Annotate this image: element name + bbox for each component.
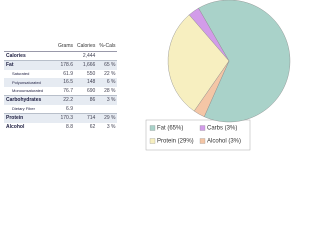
table-cell: 6.9 (66, 105, 73, 112)
table-cell: 29 % (97, 113, 118, 123)
legend-label: Alcohol (3%) (207, 139, 241, 145)
table-cell (97, 50, 118, 61)
table-cell: 22.2 (56, 95, 75, 105)
table-cell: 550 (87, 70, 96, 77)
table-row: Monounsaturated 76.7 690 28 % (4, 87, 117, 96)
table-cell: 2,444 (75, 50, 98, 61)
table-cell: 62 (89, 123, 96, 130)
pie-slice (193, 60, 230, 117)
table-cell: Fat (4, 60, 56, 70)
column-header: Calories (75, 42, 98, 52)
table-row: Saturated 61.9 550 22 % (4, 70, 117, 79)
table-cell: Carbohydrates (4, 95, 56, 105)
table-row: Carbohydrates 22.2 86 3 % (4, 95, 118, 105)
table-cell: 3 % (97, 95, 118, 105)
legend-swatch (199, 138, 206, 144)
table-row: Alcohol 8.8 62 3 % (4, 123, 117, 132)
table-cell: Dietary Fiber (12, 106, 35, 112)
table-cell: 28 % (104, 87, 116, 94)
legend-label: Fat (65%) (157, 126, 183, 132)
table-header: Grams Calories %-Cals (4, 42, 118, 52)
table-row: Protein 170.3 714 29 % (4, 113, 118, 123)
column-header: %-Cals (97, 42, 118, 52)
table-cell: 61.9 (63, 70, 73, 77)
legend-swatch (149, 138, 156, 144)
table-row: Polyunsaturated 16.5 148 6 % (4, 78, 118, 87)
table-row: Calories 2,444 (4, 50, 118, 61)
table-cell: 178.6 (56, 60, 75, 70)
nutrition-table: Grams Calories %-Cals Calories 2,444 Fat 178.… (4, 42, 118, 132)
chart: Fat (65%) Carbs (3%) Protein (29%) Alcohol … (145, 0, 291, 151)
pie-slice (167, 14, 230, 112)
table-cell: 16.5 (56, 78, 75, 87)
page: Grams Calories %-Cals Calories 2,444 Fat 178.… (4, 0, 291, 151)
table-cell: Calories (4, 50, 56, 61)
table-cell: 1,666 (75, 60, 98, 70)
table-cell: 8.8 (66, 123, 73, 130)
table-cell: 690 (87, 87, 96, 94)
table-cell: 714 (75, 113, 98, 123)
legend-label: Protein (29%) (157, 139, 194, 145)
table-row: Fat 178.6 1,666 65 % (4, 60, 118, 70)
legend-box (145, 119, 251, 151)
table-cell (56, 50, 75, 61)
table-cell: Monounsaturated (12, 88, 44, 94)
legend-label: Carbs (3%) (207, 126, 237, 132)
legend-swatch (149, 125, 156, 131)
column-header (4, 42, 56, 52)
table-cell: Polyunsaturated (4, 78, 56, 87)
column-header: Grams (56, 42, 75, 52)
table-cell: Protein (4, 113, 56, 123)
table-cell: 76.7 (63, 87, 73, 94)
pie-slice (198, 0, 291, 123)
table-cell: 148 (75, 78, 98, 87)
table-row: Dietary Fiber 6.9 (4, 105, 117, 114)
table-cell: Saturated (12, 71, 30, 77)
table-cell: 170.3 (56, 113, 75, 123)
table-cell: Alcohol (6, 123, 25, 130)
table-cell: 86 (75, 95, 98, 105)
table-cell: 65 % (97, 60, 118, 70)
table-cell: 3 % (106, 123, 116, 130)
table-cell: 6 % (97, 78, 118, 87)
legend-swatch (199, 125, 206, 131)
table-cell: 22 % (104, 70, 116, 77)
